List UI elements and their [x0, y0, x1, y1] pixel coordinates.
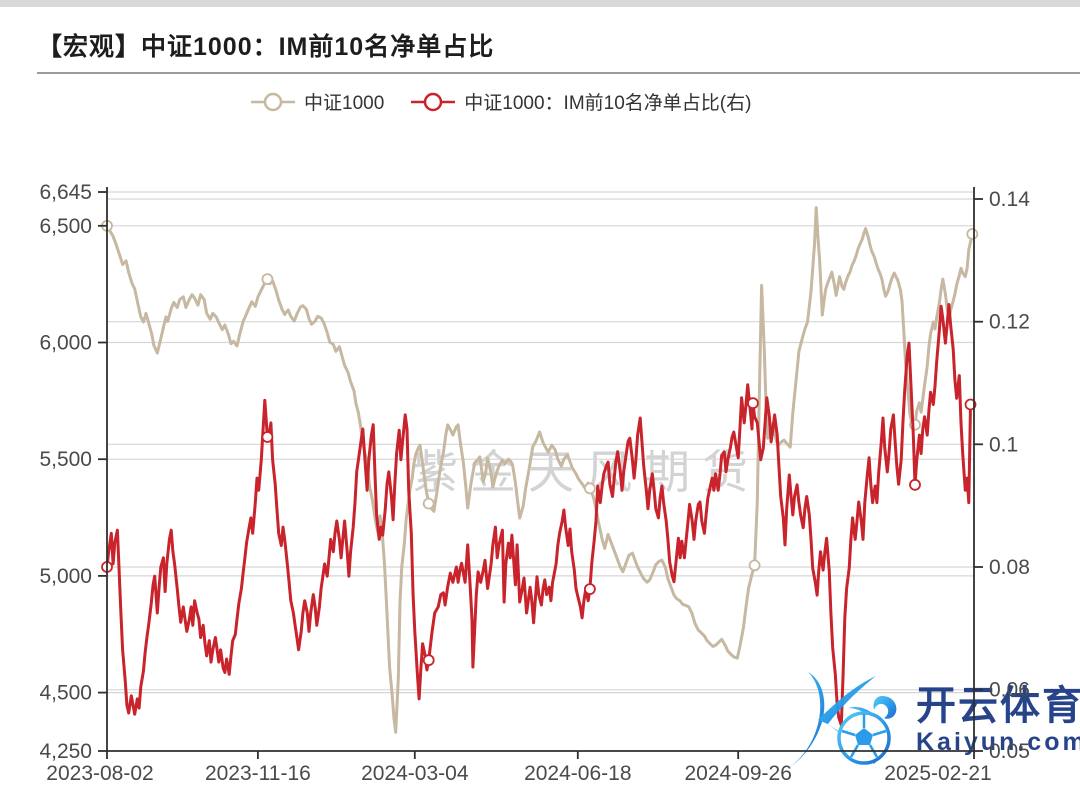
kaiyun-cn-wordmark: 开云体育 — [916, 683, 1080, 728]
chart-legend: 中证1000 中证1000：IM前10名净单占比(右) — [250, 88, 751, 115]
watermark-text: 紫金天风期货 — [412, 446, 760, 498]
kaiyun-domain-wordmark: Kaiyun.com — [916, 727, 1080, 756]
legend-item-im-ratio[interactable]: 中证1000：IM前10名净单占比(右) — [410, 88, 751, 115]
title-divider — [37, 72, 1080, 74]
line-circle-marker-icon — [411, 92, 456, 111]
legend-item-csi1000[interactable]: 中证1000 — [250, 88, 384, 115]
page-title: 【宏观】中证1000：IM前10名净单占比 — [37, 33, 495, 61]
legend-label: 中证1000 — [304, 93, 385, 114]
kaiyun-watermark-logo: 开云体育 Kaiyun.com — [778, 668, 1080, 772]
k-swoosh-soccer-ball-icon — [788, 672, 897, 768]
legend-label: 中证1000：IM前10名净单占比(右) — [464, 93, 752, 114]
line-circle-marker-icon — [251, 92, 295, 111]
top-strip — [0, 0, 1080, 7]
